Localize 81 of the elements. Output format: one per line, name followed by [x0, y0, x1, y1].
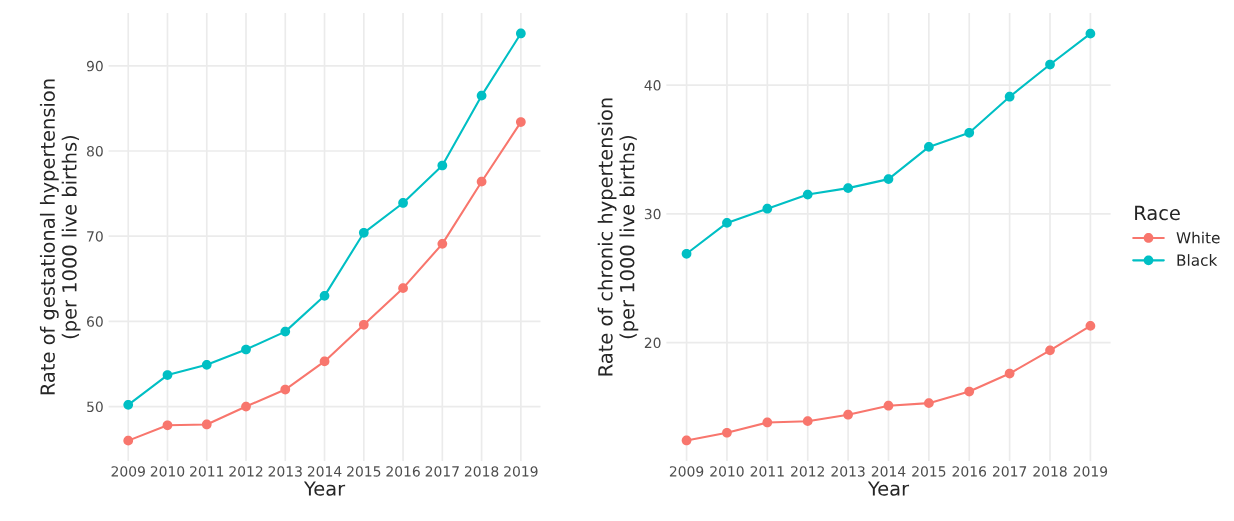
point [924, 142, 934, 152]
x-tick-label: 2012 [229, 466, 263, 477]
x-tick-label: 2010 [710, 466, 744, 477]
point [476, 90, 487, 101]
x-tick-label: 2019 [1073, 466, 1108, 477]
x-tick-label: 2011 [750, 466, 784, 477]
x-axis-title: Year [867, 481, 910, 496]
point [883, 400, 894, 411]
point [802, 416, 813, 427]
x-tick-label: 2015 [912, 466, 946, 477]
point [924, 398, 934, 409]
legend-label: Black [1177, 254, 1218, 266]
point [964, 127, 975, 138]
y-tick-label: 20 [644, 337, 661, 349]
y-tick-label: 50 [87, 401, 103, 413]
point [123, 435, 134, 446]
x-tick-label: 2017 [425, 466, 459, 477]
point [123, 400, 134, 410]
point [280, 384, 291, 395]
point [398, 198, 408, 208]
y-axis-title: Rate of chronic hypertension (per 1000 live births) [597, 98, 639, 376]
x-tick-label: 2019 [504, 466, 538, 477]
point [358, 319, 369, 330]
point [280, 326, 291, 337]
x-tick-label: 2016 [386, 466, 420, 477]
x-tick-label: 2016 [952, 466, 987, 477]
y-tick-label: 90 [86, 60, 103, 72]
point [1045, 59, 1055, 70]
point [843, 409, 853, 420]
point [1045, 345, 1055, 356]
point [843, 183, 853, 193]
x-tick-label: 2011 [190, 466, 224, 477]
point [762, 417, 773, 428]
point [162, 420, 173, 431]
point [201, 419, 212, 430]
x-tick-label: 2018 [1033, 466, 1067, 477]
x-tick-label: 2012 [791, 466, 824, 477]
point [1004, 368, 1015, 379]
x-tick-label: 2010 [150, 466, 185, 477]
x-tick-label: 2018 [464, 466, 499, 477]
point [398, 283, 408, 294]
x-tick-label: 2014 [871, 466, 906, 477]
x-tick-label: 2009 [669, 466, 704, 477]
point [1085, 28, 1096, 39]
point [241, 344, 251, 355]
point [1085, 321, 1096, 331]
legend-title: Race [1135, 205, 1180, 221]
point [476, 176, 487, 187]
x-tick-label: 2013 [268, 466, 302, 477]
y-tick-label: 80 [87, 145, 103, 157]
point [437, 239, 448, 249]
point [883, 174, 894, 184]
point [319, 356, 330, 367]
point [802, 189, 813, 200]
point [516, 117, 526, 127]
point [437, 160, 448, 171]
y-tick-label: 30 [644, 208, 661, 220]
point [722, 427, 732, 438]
point [162, 370, 173, 380]
y-axis-title: Rate of gestational hypertension (per 1000 live births) [39, 79, 81, 395]
x-tick-label: 2015 [347, 466, 381, 477]
point [1004, 91, 1015, 102]
point [319, 290, 330, 301]
y-tick-label: 40 [644, 80, 661, 91]
point [516, 28, 526, 39]
point [201, 359, 212, 370]
point [681, 435, 692, 446]
legend-label: White [1176, 231, 1220, 244]
x-tick-label: 2013 [831, 466, 865, 477]
y-tick-label: 70 [87, 231, 103, 242]
point [358, 227, 369, 238]
point [681, 248, 692, 259]
point [241, 401, 251, 412]
x-tick-label: 2014 [307, 466, 342, 477]
x-tick-label: 2009 [111, 466, 145, 477]
x-tick-label: 2017 [992, 466, 1027, 477]
point [762, 203, 773, 214]
x-axis-title: Year [303, 481, 346, 496]
y-tick-label: 60 [87, 316, 103, 327]
point [722, 218, 732, 228]
point [964, 386, 975, 397]
